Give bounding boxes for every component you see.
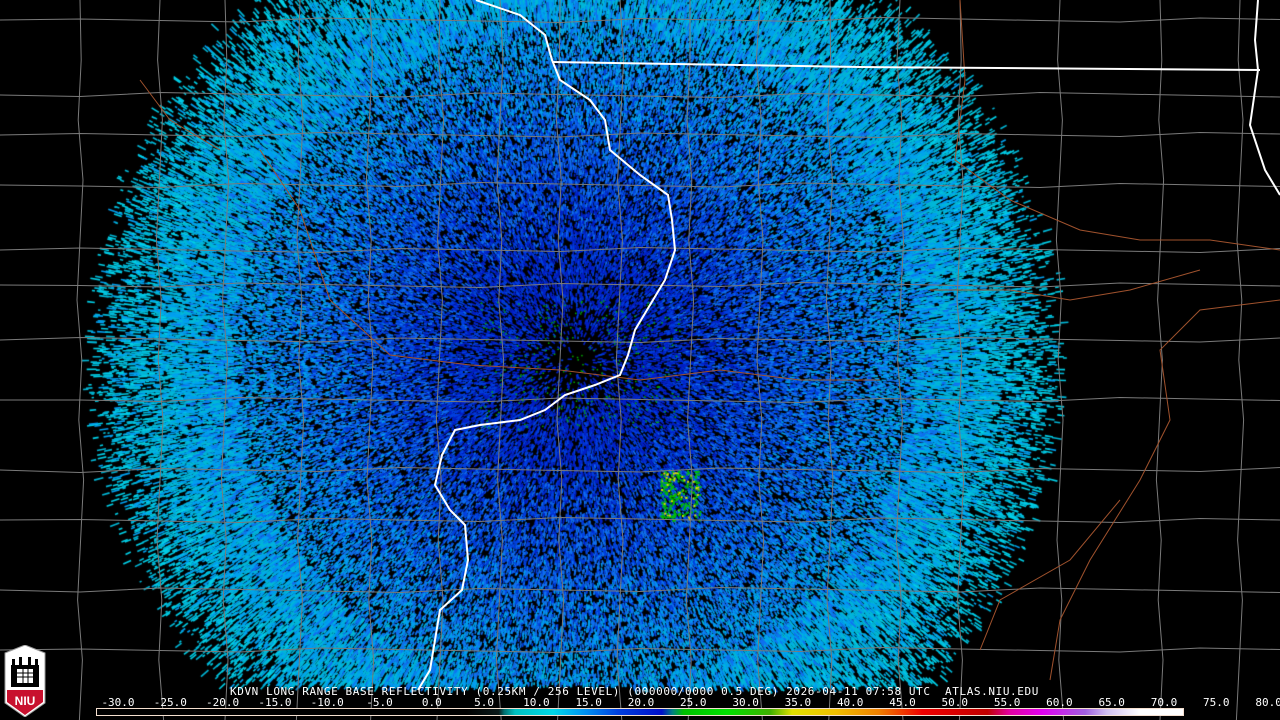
river bbox=[139, 79, 221, 151]
river bbox=[259, 149, 880, 381]
legend-label: 65.0 bbox=[1098, 696, 1125, 709]
county-line bbox=[0, 646, 1280, 654]
legend-label: 45.0 bbox=[889, 696, 916, 709]
legend-label: 15.0 bbox=[575, 696, 602, 709]
county-line bbox=[1055, 0, 1065, 720]
mississippi-river-border bbox=[417, 0, 677, 691]
county-line bbox=[0, 336, 1280, 344]
county-line bbox=[615, 0, 625, 720]
legend-label: 30.0 bbox=[732, 696, 759, 709]
legend-label: 25.0 bbox=[680, 696, 707, 709]
county-line bbox=[1235, 0, 1245, 720]
legend-label: 75.0 bbox=[1203, 696, 1230, 709]
state-borders bbox=[417, 0, 1280, 691]
county-line bbox=[1155, 0, 1165, 720]
county-line bbox=[555, 0, 565, 720]
county-line bbox=[0, 16, 1280, 24]
river bbox=[930, 269, 1201, 301]
legend-label: 5.0 bbox=[474, 696, 495, 709]
county-line bbox=[0, 181, 1280, 189]
county-line bbox=[0, 396, 1280, 404]
county-line bbox=[825, 0, 834, 720]
county-line bbox=[435, 0, 445, 720]
river bbox=[1049, 299, 1280, 681]
county-line bbox=[0, 586, 1280, 594]
county-line bbox=[0, 91, 1280, 99]
legend-label: -30.0 bbox=[101, 696, 135, 709]
county-line bbox=[365, 0, 375, 720]
logo-text: NIU bbox=[15, 694, 36, 708]
legend-label: -15.0 bbox=[258, 696, 292, 709]
county-line bbox=[0, 466, 1280, 474]
county-line bbox=[0, 131, 1280, 139]
lake-michigan-shore bbox=[1248, 0, 1280, 196]
legend-label: 20.0 bbox=[627, 696, 655, 709]
legend-label: 80.0 bbox=[1255, 696, 1280, 709]
county-line bbox=[685, 0, 695, 720]
legend-label: 50.0 bbox=[941, 696, 969, 709]
legend-label: 10.0 bbox=[523, 696, 550, 709]
county-line bbox=[0, 516, 1280, 524]
county-line bbox=[0, 281, 1280, 289]
river bbox=[979, 499, 1121, 651]
county-line bbox=[0, 246, 1280, 254]
river bbox=[954, 0, 1280, 251]
product-title: KDVN LONG RANGE BASE REFLECTIVITY (0.25K… bbox=[230, 685, 1039, 698]
legend-label: 0.0 bbox=[421, 696, 442, 709]
county-line bbox=[956, 0, 965, 720]
legend-labels: -30.0 -25.0 -20.0 -15.0 -10.0 -5.0 0.0 5.0 10.0 1… bbox=[94, 696, 1280, 709]
county-line bbox=[755, 0, 765, 720]
county-line bbox=[895, 0, 905, 720]
legend-label: -10.0 bbox=[310, 696, 344, 709]
legend-label: 70.0 bbox=[1150, 696, 1178, 709]
state-border-north bbox=[551, 61, 1261, 71]
county-line bbox=[155, 0, 165, 720]
legend-label: 40.0 bbox=[836, 696, 864, 709]
county-line bbox=[220, 0, 230, 720]
legend-label: -5.0 bbox=[366, 696, 393, 709]
niu-logo: NIU bbox=[4, 645, 46, 717]
legend-color-bar bbox=[96, 708, 1184, 716]
county-line bbox=[295, 0, 305, 720]
legend-label: 55.0 bbox=[993, 696, 1021, 709]
rivers bbox=[139, 0, 1280, 681]
county-line bbox=[495, 0, 505, 720]
legend-label: 60.0 bbox=[1046, 696, 1073, 709]
legend-label: -25.0 bbox=[153, 696, 187, 709]
county-line bbox=[76, 0, 85, 720]
legend-label: 35.0 bbox=[784, 696, 812, 709]
legend-label: -20.0 bbox=[206, 696, 240, 709]
